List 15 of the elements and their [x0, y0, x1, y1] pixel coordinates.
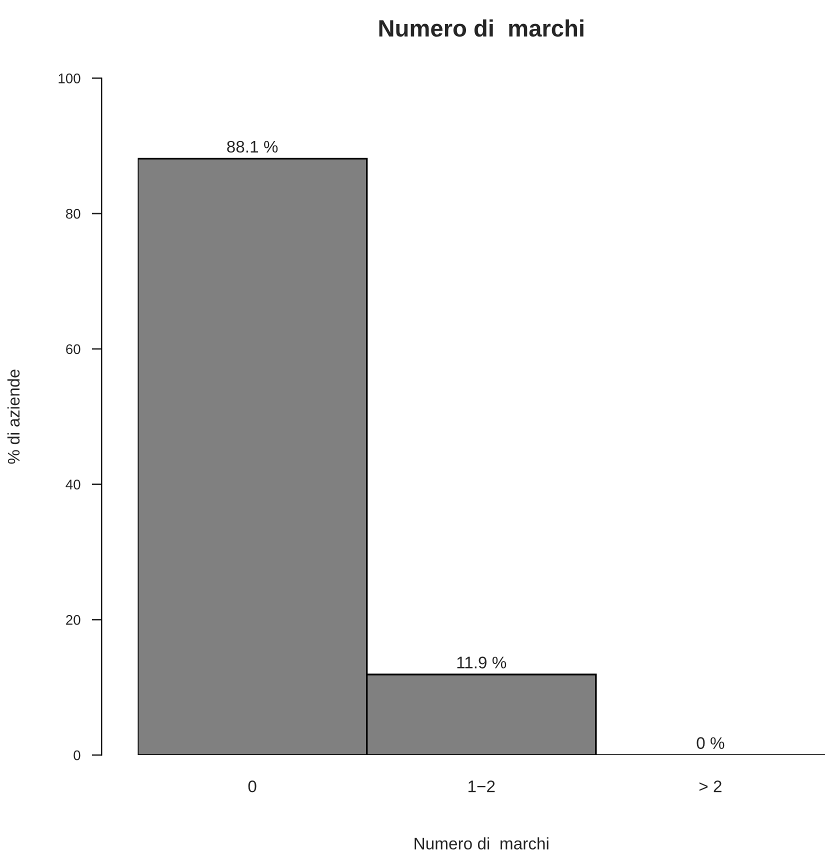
- y-axis-title: % di aziende: [7, 370, 20, 464]
- chart-title: Numero di marchi: [379, 19, 584, 37]
- x-axis-title: Numero di marchi: [414, 837, 548, 850]
- y-tick-label: 60: [66, 344, 80, 354]
- data-label: 11.9 %: [457, 656, 506, 668]
- y-tick-label: 100: [58, 74, 80, 84]
- y-tick-label: 40: [66, 480, 80, 490]
- data-label: 88.1 %: [227, 140, 278, 153]
- y-tick-label: 0: [74, 750, 80, 760]
- x-tick-label: 1−2: [468, 780, 495, 792]
- x-tick-label: > 2: [699, 780, 722, 792]
- y-tick-label: 80: [66, 208, 80, 219]
- y-tick-label: 20: [66, 615, 80, 625]
- data-label: 0 %: [696, 737, 724, 749]
- x-tick-label: 0: [248, 780, 256, 792]
